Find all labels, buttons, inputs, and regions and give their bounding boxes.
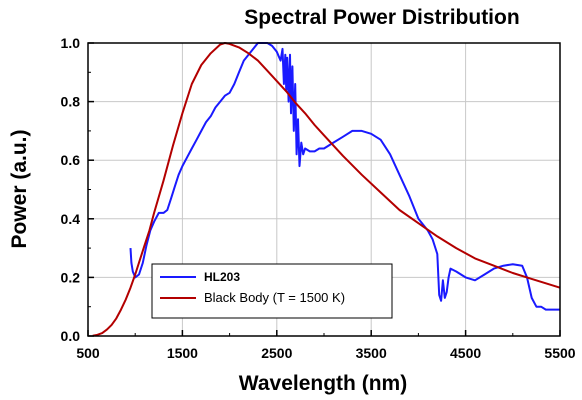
- y-axis-title: Power (a.u.): [8, 129, 31, 248]
- legend: HL203 Black Body (T = 1500 K): [151, 263, 393, 319]
- legend-label-hl203: HL203: [204, 270, 240, 284]
- chart-title: Spectral Power Distribution: [244, 6, 519, 29]
- axes: 500 1500 2500 3500 4500 5500 0.0 0.2 0.4 0.6 0.8 1.…: [61, 35, 576, 361]
- x-tick-label: 2500: [261, 345, 292, 361]
- y-tick-label: 0.4: [61, 211, 81, 227]
- y-tick-label: 0.8: [61, 94, 81, 110]
- x-tick-label: 5500: [544, 345, 575, 361]
- y-tick-label: 0.0: [61, 328, 81, 344]
- y-tick-label: 1.0: [61, 35, 81, 51]
- x-tick-label: 4500: [450, 345, 481, 361]
- x-axis-title: Wavelength (nm): [239, 372, 407, 395]
- series-line-hl203: [129, 42, 560, 311]
- y-tick-label: 0.2: [61, 269, 81, 285]
- y-tick-label: 0.6: [61, 152, 81, 168]
- x-tick-label: 1500: [167, 345, 198, 361]
- legend-box: [151, 263, 393, 319]
- x-tick-label: 3500: [356, 345, 387, 361]
- legend-label-black-body: Black Body (T = 1500 K): [204, 290, 345, 305]
- x-tick-label: 500: [76, 345, 100, 361]
- series-lines: [92, 42, 561, 337]
- series-line-black-body: [92, 42, 561, 337]
